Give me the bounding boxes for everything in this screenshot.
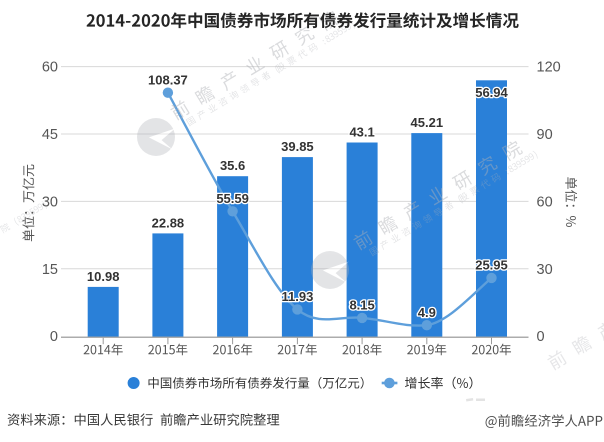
svg-text:11.93: 11.93 (281, 289, 313, 304)
svg-text:56.94: 56.94 (475, 85, 508, 100)
svg-text:10.98: 10.98 (87, 269, 120, 284)
svg-text:30: 30 (537, 262, 553, 278)
svg-text:43.1: 43.1 (349, 124, 374, 139)
svg-text:0: 0 (50, 329, 58, 345)
svg-text:45: 45 (42, 127, 58, 143)
svg-text:60: 60 (537, 194, 553, 210)
svg-text:0: 0 (537, 329, 545, 345)
svg-text:15: 15 (42, 262, 58, 278)
svg-text:35.6: 35.6 (220, 158, 245, 173)
svg-text:39.85: 39.85 (281, 139, 314, 154)
svg-text:90: 90 (537, 127, 553, 143)
svg-text:22.88: 22.88 (152, 215, 185, 230)
svg-text:8.15: 8.15 (349, 298, 374, 313)
svg-text:4.9: 4.9 (418, 305, 436, 320)
svg-text:120: 120 (537, 60, 561, 76)
svg-text:45.21: 45.21 (411, 115, 444, 130)
svg-text:108.37: 108.37 (148, 73, 188, 88)
svg-text:30: 30 (42, 194, 58, 210)
svg-text:60: 60 (42, 60, 58, 76)
svg-text:55.59: 55.59 (216, 191, 249, 206)
svg-text:25.95: 25.95 (475, 258, 508, 273)
